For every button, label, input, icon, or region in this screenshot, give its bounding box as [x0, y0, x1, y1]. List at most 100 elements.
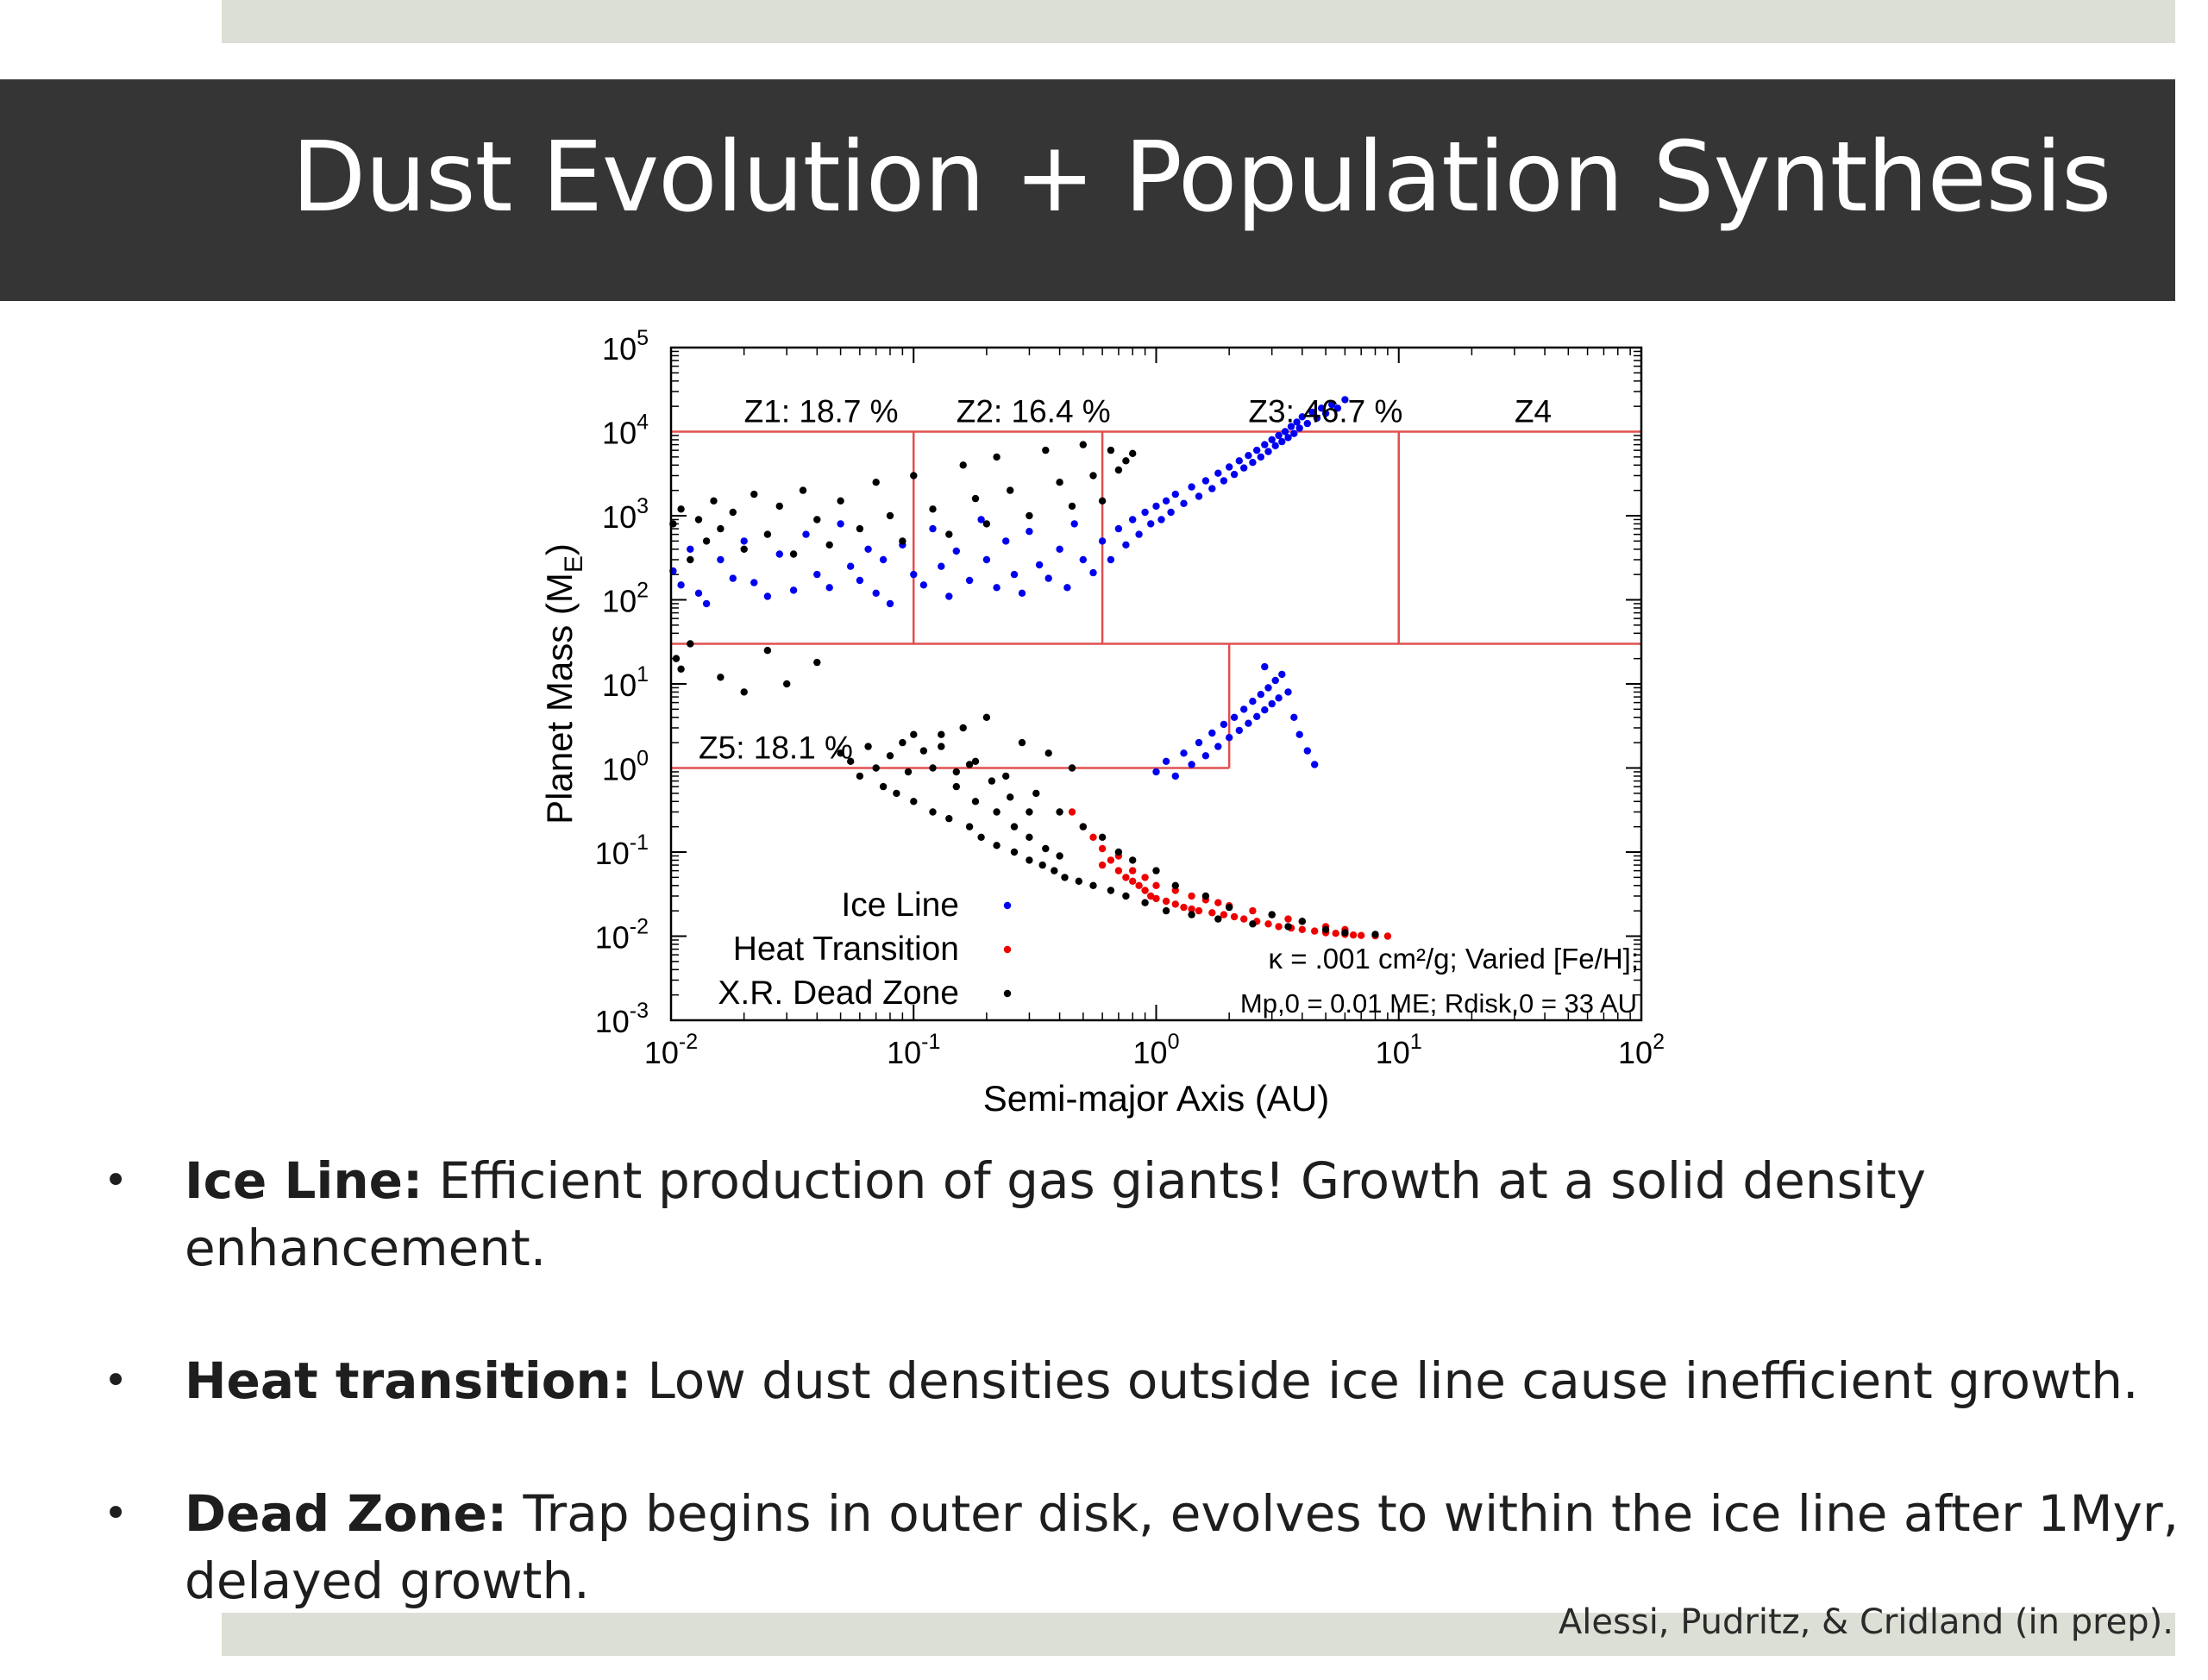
- data-point: [1226, 463, 1233, 471]
- data-point: [1268, 699, 1276, 708]
- data-point: [919, 747, 928, 755]
- data-point: [813, 516, 821, 523]
- data-point: [1333, 404, 1342, 412]
- data-point: [1271, 676, 1279, 685]
- data-point: [775, 550, 783, 558]
- data-point: [1162, 757, 1170, 765]
- data-point: [1180, 903, 1188, 912]
- data-point: [910, 730, 918, 738]
- data-point: [783, 680, 791, 688]
- data-point: [1010, 848, 1019, 856]
- data-point: [1214, 915, 1222, 923]
- data-point: [1068, 808, 1076, 816]
- data-point: [702, 599, 711, 608]
- data-point: [965, 761, 974, 768]
- data-point: [945, 530, 953, 538]
- data-point: [1114, 867, 1123, 874]
- data-point: [1171, 881, 1180, 889]
- data-point: [1038, 861, 1046, 869]
- citation: Alessi, Pudritz, & Cridland (in prep).: [1558, 1602, 2174, 1642]
- y-tick-label: 102: [602, 579, 649, 619]
- data-point: [1284, 915, 1292, 923]
- data-point: [837, 520, 844, 528]
- data-point: [1240, 915, 1248, 923]
- data-point: [1056, 479, 1063, 486]
- data-point: [1230, 713, 1239, 721]
- data-point: [879, 782, 888, 791]
- data-point: [1317, 404, 1326, 412]
- data-point: [993, 808, 1000, 816]
- bullet-term: Ice Line:: [185, 1151, 423, 1210]
- data-point: [929, 524, 937, 533]
- data-point: [1007, 793, 1014, 801]
- data-point: [1220, 477, 1228, 485]
- data-point: [872, 479, 880, 486]
- data-point: [1167, 508, 1175, 517]
- bullet-text: Low dust densities outside ice line caus…: [647, 1351, 2139, 1410]
- bullet-list: • Ice Line: Efficient production of gas g…: [104, 1147, 2191, 1680]
- bullet-dot-icon: •: [104, 1357, 129, 1405]
- data-point: [1135, 530, 1143, 538]
- data-point: [971, 494, 980, 503]
- data-point: [1201, 477, 1210, 485]
- data-point: [1180, 749, 1188, 757]
- data-point: [886, 752, 894, 760]
- data-point: [1042, 844, 1050, 853]
- bullet-dot-icon: •: [104, 1157, 129, 1205]
- data-point: [1063, 584, 1071, 592]
- data-point: [687, 555, 694, 564]
- data-point: [910, 798, 918, 806]
- data-point: [1290, 429, 1298, 437]
- data-point: [1264, 920, 1272, 928]
- data-point: [789, 550, 798, 558]
- data-point: [1188, 905, 1195, 913]
- data-point: [886, 511, 894, 520]
- data-point: [1107, 856, 1115, 864]
- data-point: [750, 579, 758, 586]
- data-point: [702, 537, 711, 545]
- bullet-text: Trap begins in outer disk, evolves to wi…: [185, 1484, 2180, 1610]
- data-point: [1129, 867, 1137, 874]
- data-point: [1002, 537, 1010, 545]
- data-point: [1122, 874, 1130, 881]
- zone-label: Z1: 18.7 %: [744, 393, 899, 429]
- data-point: [1141, 899, 1149, 906]
- data-point: [1295, 730, 1303, 738]
- data-point: [1122, 892, 1130, 900]
- data-point: [945, 815, 953, 823]
- data-point: [1098, 844, 1107, 853]
- data-point: [729, 574, 737, 582]
- data-point: [993, 453, 1000, 461]
- data-point: [1107, 887, 1115, 894]
- data-point: [1341, 929, 1349, 937]
- data-point: [837, 497, 844, 505]
- data-point: [1278, 670, 1286, 679]
- data-point: [1107, 446, 1115, 454]
- data-point: [1061, 874, 1069, 881]
- data-point: [825, 584, 833, 592]
- bullet-term: Heat transition:: [185, 1351, 632, 1410]
- bullet-text: Efficient production of gas giants! Grow…: [185, 1151, 1926, 1277]
- legend-label: Ice Line: [841, 887, 959, 924]
- data-point: [1135, 881, 1143, 889]
- data-point: [1293, 418, 1301, 426]
- data-point: [1226, 734, 1233, 742]
- data-point: [1152, 768, 1160, 776]
- data-point: [1056, 852, 1063, 860]
- data-point: [1195, 906, 1203, 915]
- scatter-chart: 10-2 10-1 100 101 10210-310-210-110010110210…: [539, 326, 1665, 1119]
- data-point: [886, 599, 894, 608]
- zone-label: Z2: 16.4 %: [957, 393, 1111, 429]
- data-point: [1079, 823, 1088, 831]
- data-point: [1261, 662, 1269, 671]
- data-point: [740, 688, 748, 696]
- data-point: [1230, 912, 1239, 921]
- data-point: [763, 530, 772, 538]
- data-point: [1068, 502, 1076, 511]
- x-tick-label: 10-1: [887, 1030, 940, 1070]
- data-point: [1114, 848, 1123, 856]
- data-point: [1295, 424, 1303, 432]
- data-point: [1298, 413, 1307, 421]
- data-point: [802, 530, 810, 538]
- data-point: [1311, 761, 1319, 768]
